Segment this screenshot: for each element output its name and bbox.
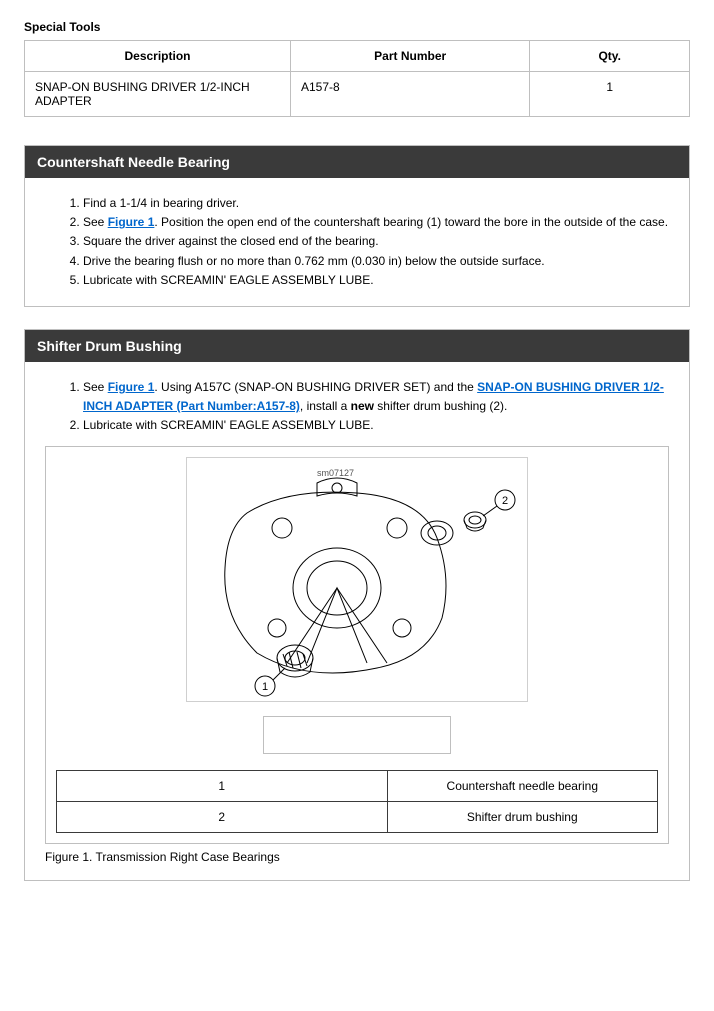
tools-header-part: Part Number [291,41,530,72]
transmission-case-illustration: sm07127 [187,458,527,698]
figure-caption: Figure 1. Transmission Right Case Bearin… [45,850,669,864]
figure-image: sm07127 [186,457,528,702]
table-row: SNAP-ON BUSHING DRIVER 1/2-INCH ADAPTER … [25,72,690,117]
tools-header-qty: Qty. [530,41,690,72]
svg-text:1: 1 [262,681,268,693]
special-tools-table: Description Part Number Qty. SNAP-ON BUS… [24,40,690,117]
figure-link[interactable]: Figure 1 [108,380,155,394]
tools-desc: SNAP-ON BUSHING DRIVER 1/2-INCH ADAPTER [25,72,291,117]
legend-num: 1 [57,770,388,801]
shifter-steps: See Figure 1. Using A157C (SNAP-ON BUSHI… [65,378,669,436]
countershaft-header: Countershaft Needle Bearing [25,146,689,178]
legend-num: 2 [57,801,388,832]
step-text: . Using A157C (SNAP-ON BUSHING DRIVER SE… [154,380,477,394]
step-text: See [83,215,108,229]
tools-header-desc: Description [25,41,291,72]
step-bold: new [351,399,374,413]
countershaft-steps: Find a 1-1/4 in bearing driver. See Figu… [65,194,669,290]
step-item: Find a 1-1/4 in bearing driver. [83,194,669,213]
step-text: shifter drum bushing (2). [374,399,507,413]
step-item: Lubricate with SCREAMIN' EAGLE ASSEMBLY … [83,416,669,435]
shifter-panel: Shifter Drum Bushing See Figure 1. Using… [24,329,690,881]
step-item: Drive the bearing flush or no more than … [83,252,669,271]
shifter-header: Shifter Drum Bushing [25,330,689,362]
tools-part: A157-8 [291,72,530,117]
table-row: 2 Shifter drum bushing [57,801,658,832]
table-row: 1 Countershaft needle bearing [57,770,658,801]
figure-legend-table: 1 Countershaft needle bearing 2 Shifter … [56,770,658,833]
step-item: Lubricate with SCREAMIN' EAGLE ASSEMBLY … [83,271,669,290]
legend-label: Countershaft needle bearing [387,770,657,801]
figure-container: sm07127 [45,446,669,844]
tools-qty: 1 [530,72,690,117]
step-text: , install a [300,399,351,413]
svg-text:2: 2 [502,495,508,507]
step-text: . Position the open end of the countersh… [154,215,668,229]
image-number-label: sm07127 [317,468,354,478]
step-item: Square the driver against the closed end… [83,232,669,251]
step-item: See Figure 1. Position the open end of t… [83,213,669,232]
step-item: See Figure 1. Using A157C (SNAP-ON BUSHI… [83,378,669,416]
figure-link[interactable]: Figure 1 [108,215,155,229]
step-text: See [83,380,108,394]
view-interactive-image-button[interactable]: View Interactive Image [263,716,450,754]
special-tools-title: Special Tools [24,20,690,34]
legend-label: Shifter drum bushing [387,801,657,832]
countershaft-panel: Countershaft Needle Bearing Find a 1-1/4… [24,145,690,307]
